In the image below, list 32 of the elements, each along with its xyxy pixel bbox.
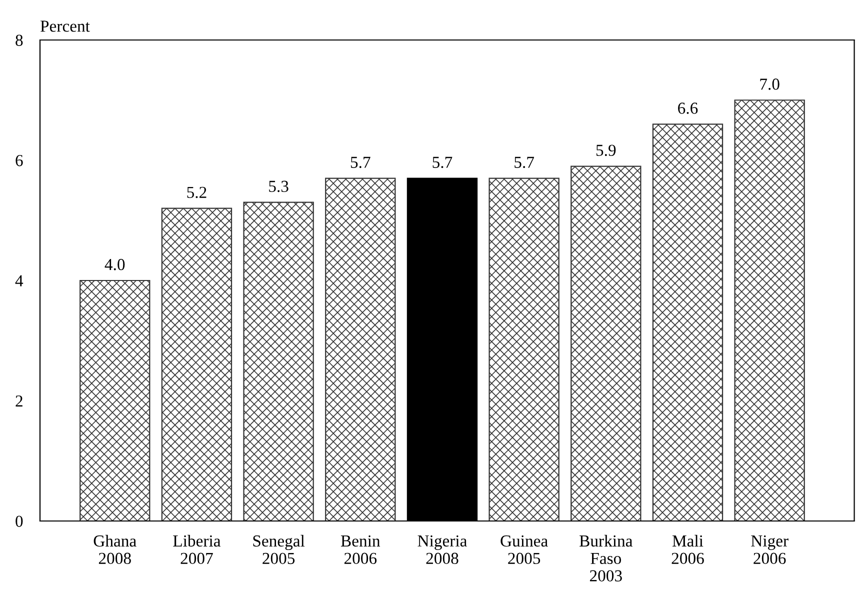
x-tick-label: Nigeria 2008: [418, 535, 467, 564]
x-tick-label: Niger 2006: [751, 535, 788, 564]
bar: [161, 208, 232, 521]
bar: [652, 124, 724, 521]
x-tick-label: Ghana 2008: [94, 534, 136, 564]
bar: [325, 178, 396, 521]
bar: [80, 280, 150, 521]
x-tick-label: Senegal 2005: [253, 534, 305, 564]
data-label: 5.7: [432, 156, 452, 168]
data-label: 5.7: [514, 156, 534, 168]
x-tick-label: Burkina Faso 2003: [580, 534, 633, 582]
data-label: 7.0: [760, 78, 780, 90]
y-axis-title: Percent: [40, 20, 90, 32]
x-tick-label: Mali 2006: [672, 534, 704, 564]
bar: [734, 100, 805, 521]
bar: [488, 178, 560, 521]
data-label: 5.7: [350, 156, 370, 168]
y-tick-label: 6: [16, 154, 23, 166]
x-tick-label: Guinea 2005: [500, 535, 548, 564]
data-label: 4.0: [104, 258, 125, 270]
x-tick-label: Liberia 2007: [173, 534, 221, 564]
bar: [243, 202, 314, 521]
x-tick-label: Benin 2006: [340, 535, 380, 564]
data-label: 5.2: [187, 186, 206, 198]
y-tick-label: 0: [16, 516, 23, 527]
y-tick-label: 8: [16, 34, 23, 46]
y-tick-label: 2: [16, 395, 22, 407]
data-label: 5.3: [269, 180, 288, 192]
data-label: 6.6: [678, 102, 698, 114]
y-tick-label: 4: [15, 275, 24, 286]
data-label: 5.9: [596, 144, 616, 156]
bar: [570, 166, 642, 521]
